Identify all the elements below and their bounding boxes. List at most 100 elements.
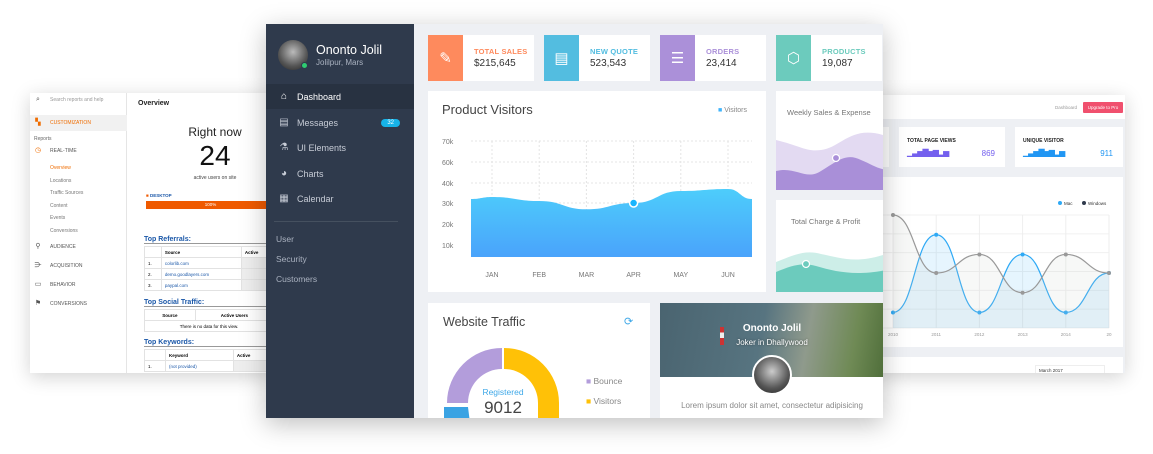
- referral-link[interactable]: paypal.com: [164, 282, 188, 288]
- database-icon: ☰: [660, 35, 695, 81]
- calendar-icon: ▦: [279, 193, 289, 204]
- online-status-dot: [301, 62, 308, 69]
- stat-label: PRODUCTS: [822, 47, 866, 56]
- highlight-point: [628, 198, 639, 208]
- x-tick-label: 2010: [888, 332, 899, 337]
- stat-value: 23,414: [706, 58, 737, 69]
- legend-visitors: Visitors: [724, 107, 748, 114]
- box-icon: ⬡: [776, 35, 811, 81]
- nav-user[interactable]: User: [276, 234, 294, 244]
- flag-icon: ⚑: [34, 300, 42, 307]
- nav-conversions[interactable]: ⚑ CONVERSIONS: [34, 300, 87, 307]
- stat-label: TOTAL PAGE VIEWS: [907, 138, 956, 144]
- x-tick-label: 2014: [1061, 332, 1072, 337]
- card-title: Product Visitors: [442, 102, 533, 117]
- donut-center-value: 9012: [484, 398, 522, 417]
- admin-window: Dashboard Upgrade to Pro TOTAL PAGE VIEW…: [872, 95, 1125, 373]
- col-source: Source: [144, 309, 196, 321]
- keywords-table: Keyword Active 1. (not provided): [143, 349, 275, 372]
- search-reports[interactable]: ⌕ Search reports and help: [30, 96, 127, 104]
- stat-value: 19,087: [822, 58, 853, 69]
- x-tick-label: FEB: [532, 272, 546, 279]
- nav-charts[interactable]: ◕ Charts: [266, 161, 414, 186]
- sub-events[interactable]: Events: [50, 215, 66, 221]
- sub-conversions[interactable]: Conversions: [50, 228, 78, 234]
- nav-behavior[interactable]: ▭ BEHAVIOR: [34, 281, 76, 288]
- product-visitors-card: Product Visitors ■ Visitors 70k 60k 40k 30k…: [428, 91, 766, 292]
- x-tick-label: 2012: [974, 332, 985, 337]
- nav-customers[interactable]: Customers: [276, 274, 318, 284]
- data-point: [891, 310, 895, 315]
- breadcrumb[interactable]: Dashboard: [1055, 105, 1078, 110]
- weekly-sales-card: Weekly Sales & Expense: [776, 91, 883, 190]
- y-tick-label: 70k: [442, 139, 454, 146]
- data-point: [1107, 271, 1111, 275]
- x-tick-label: JAN: [485, 272, 498, 279]
- nav-ui-elements[interactable]: ⚗ UI Elements: [279, 142, 347, 153]
- profile-card: Ononto Jolil Joker in Dhallywood Lorem i…: [660, 303, 883, 418]
- referral-link[interactable]: colorlib.com: [164, 260, 189, 266]
- sidebar-divider: [274, 221, 398, 222]
- nav-acquisition[interactable]: ⋺ ACQUISITION: [34, 262, 83, 269]
- website-traffic-card: Website Traffic ⟳ Registered 9012 ■ Boun…: [428, 303, 650, 418]
- x-tick-label: 2013: [1018, 332, 1029, 337]
- sub-content[interactable]: Content: [50, 203, 68, 209]
- sparkbar-icon: ▁▃▅▇▅▆▂▅: [907, 148, 949, 157]
- keyword-link[interactable]: (not provided): [169, 363, 197, 369]
- refresh-icon[interactable]: ⟳: [624, 316, 634, 328]
- active-count: 24: [199, 140, 231, 171]
- x-tick-label: MAR: [579, 272, 595, 279]
- y-tick-label: 60k: [442, 160, 454, 167]
- weekly-sales-wave-chart: [776, 132, 883, 190]
- data-point: [1020, 252, 1025, 257]
- behavior-icon: ▭: [34, 281, 42, 288]
- stat-label: TOTAL SALES: [474, 47, 528, 56]
- clock-icon: ◷: [34, 147, 42, 154]
- month-select[interactable]: March 2017: [1035, 365, 1105, 373]
- nav-messages[interactable]: ▤ Messages 32: [266, 110, 414, 135]
- stat-card-total-sales: ✎ TOTAL SALES $215,645: [428, 35, 534, 81]
- data-point: [1063, 252, 1068, 257]
- nav-real-time[interactable]: ◷ REAL-TIME: [34, 147, 77, 154]
- person-icon: ⚲: [35, 243, 41, 250]
- top-referrals-title: Top Referrals:: [144, 236, 275, 244]
- customization-item[interactable]: ▚ CUSTOMIZATION: [30, 115, 127, 131]
- data-point: [1063, 310, 1068, 315]
- reports-label: Reports: [34, 136, 52, 142]
- stat-card-unique-visitor: UNIQUE VISITOR ▁▃▅▇▅▆▂▅ 911: [1015, 127, 1123, 167]
- nav-security[interactable]: Security: [276, 254, 307, 264]
- nav-dashboard[interactable]: ⌂ Dashboard: [266, 84, 414, 109]
- table-row: 1. (not provided): [143, 360, 275, 372]
- stat-label: ORDERS: [706, 47, 740, 56]
- referral-link[interactable]: demo.goodlayers.com: [164, 271, 210, 277]
- nav-audience[interactable]: ⚲ AUDIENCE: [35, 243, 76, 250]
- stat-value: $215,645: [474, 58, 516, 69]
- ticket-icon: ✎: [428, 35, 463, 81]
- legend-dot: [1082, 201, 1086, 205]
- sub-locations[interactable]: Locations: [50, 178, 72, 184]
- series-line-mac: [892, 234, 1110, 314]
- legend-dot: [1058, 201, 1062, 205]
- os-chart-card: 2010 2011 2012 2013 2014 20 Mac Windows: [872, 177, 1123, 347]
- lighthouse-shape: [720, 327, 724, 345]
- flask-icon: ⚗: [279, 142, 289, 153]
- document-icon: ▤: [544, 35, 579, 81]
- row-num: 1.: [144, 257, 162, 269]
- messages-badge: 32: [381, 118, 400, 127]
- visitors-area: [471, 189, 752, 257]
- series-area: [893, 215, 1109, 328]
- stat-card-orders: ☰ ORDERS 23,414: [660, 35, 766, 81]
- row-num: 2.: [144, 268, 162, 280]
- table-row: 2. demo.goodlayers.com: [144, 268, 275, 280]
- row-num: 3.: [144, 279, 162, 291]
- sub-overview[interactable]: Overview: [50, 165, 71, 171]
- profile-avatar[interactable]: [752, 355, 792, 395]
- legend-bounce: ■ Bounce: [586, 376, 623, 386]
- top-social-title: Top Social Traffic:: [144, 299, 275, 307]
- upgrade-button[interactable]: Upgrade to Pro: [1083, 102, 1123, 113]
- sub-traffic-sources[interactable]: Traffic Sources: [50, 190, 84, 196]
- grid-icon: ▚: [35, 119, 41, 126]
- bottom-card: March 2017: [872, 357, 1123, 373]
- nav-calendar[interactable]: ▦ Calendar: [279, 193, 334, 204]
- os-line-chart: 2010 2011 2012 2013 2014 20 Mac Windows: [872, 201, 1112, 337]
